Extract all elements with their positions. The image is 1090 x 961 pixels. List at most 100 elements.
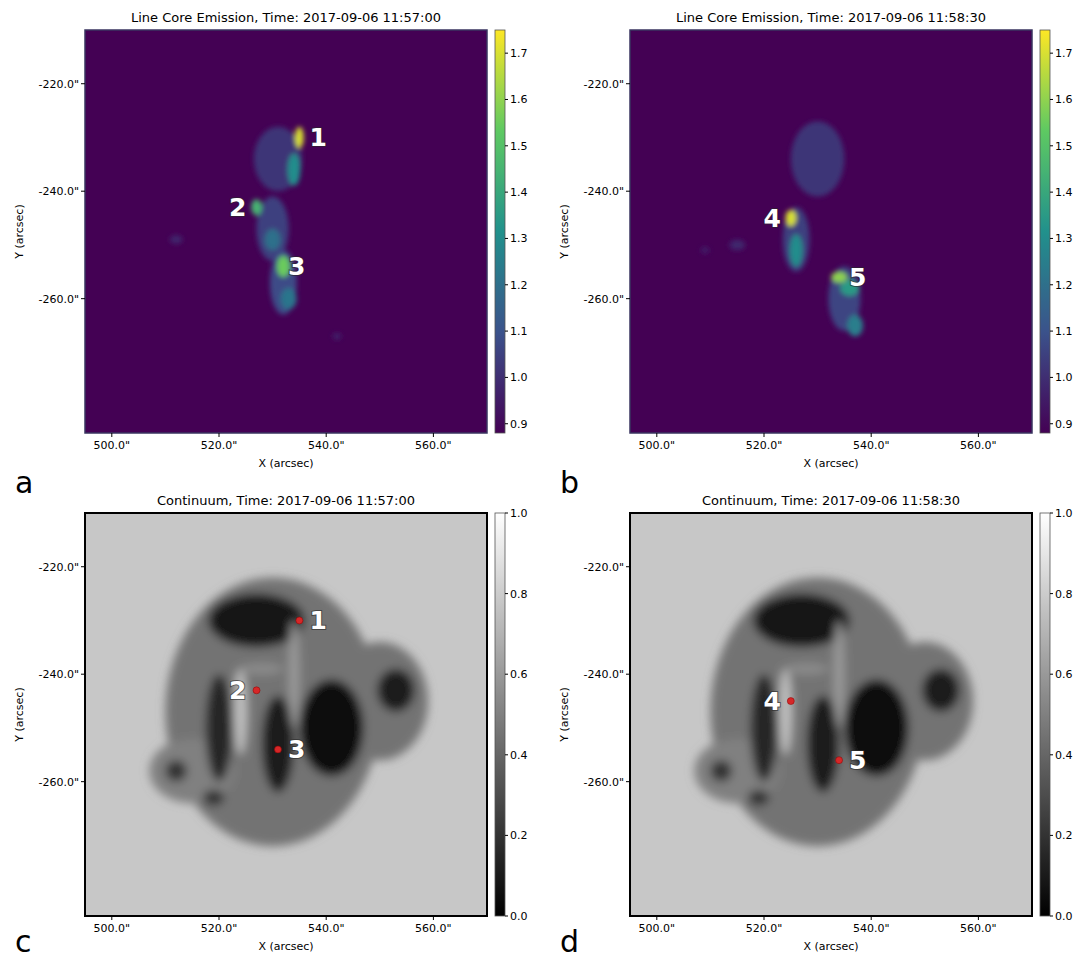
- y-tick: [626, 298, 630, 299]
- image-feature: [748, 790, 769, 806]
- plot-frame: [85, 30, 487, 433]
- point-label: 1: [309, 123, 326, 152]
- colorbar-tick: [1050, 674, 1053, 675]
- image-feature: [791, 121, 845, 196]
- colorbar-tick-label: 1.1: [1055, 325, 1073, 338]
- x-tick: [764, 433, 765, 437]
- y-tick: [626, 191, 630, 192]
- x-tick: [656, 916, 657, 920]
- colorbar-tick: [1050, 423, 1053, 424]
- colorbar-tick: [505, 331, 508, 332]
- y-tick: [626, 781, 630, 782]
- image-feature: [170, 235, 183, 244]
- x-tick-label: 560.0": [415, 439, 452, 452]
- colorbar-tick: [505, 754, 508, 755]
- colorbar-tick-label: 1.2: [1055, 279, 1073, 292]
- x-tick: [111, 433, 112, 437]
- x-tick-label: 520.0": [201, 922, 238, 935]
- colorbar-tick-label: 1.5: [510, 140, 528, 153]
- colorbar-tick-label: 1.3: [1055, 232, 1073, 245]
- plot-frame: [85, 513, 487, 916]
- y-axis-title: Y (arcsec): [13, 687, 26, 742]
- colorbar-tick: [505, 377, 508, 378]
- colorbar-tick-label: 0.8: [510, 588, 528, 601]
- colorbar-tick: [505, 284, 508, 285]
- image: [149, 577, 428, 846]
- image-feature: [299, 680, 363, 777]
- y-tick-label: -240.0": [583, 185, 624, 198]
- image-feature: [847, 315, 863, 336]
- image-feature: [729, 240, 745, 251]
- x-tick: [326, 916, 327, 920]
- markers: [253, 617, 303, 753]
- image-feature: [779, 669, 792, 755]
- x-tick: [764, 916, 765, 920]
- panel-title: Continuum, Time: 2017-09-06 11:57:00: [157, 493, 415, 508]
- image-feature: [807, 696, 839, 793]
- plot-area: [630, 30, 1032, 433]
- x-tick: [219, 433, 220, 437]
- image-feature: [265, 229, 281, 250]
- colorbar-tick: [505, 674, 508, 675]
- colorbar-tick-label: 1.1: [510, 325, 528, 338]
- x-axis-title: X (arcsec): [258, 457, 313, 470]
- x-tick-label: 560.0": [960, 922, 997, 935]
- x-tick-label: 500.0": [639, 439, 676, 452]
- colorbar-tick-label: 1.3: [510, 232, 528, 245]
- y-tick-label: -220.0": [38, 78, 79, 91]
- plot-area: [85, 513, 487, 916]
- x-tick-label: 560.0": [960, 439, 997, 452]
- image-feature: [785, 210, 796, 226]
- image-feature: [785, 663, 828, 674]
- point-marker: [274, 746, 281, 753]
- colorbar-tick-label: 1.7: [510, 47, 528, 60]
- x-tick: [433, 433, 434, 437]
- y-tick-label: -240.0": [583, 668, 624, 681]
- y-tick: [81, 83, 85, 84]
- panel-title: Line Core Emission, Time: 2017-09-06 11:…: [131, 10, 441, 25]
- colorbar-tick: [505, 513, 508, 514]
- image-feature: [165, 577, 379, 846]
- colorbar-tick-label: 0.4: [1055, 749, 1073, 762]
- x-tick-label: 520.0": [746, 439, 783, 452]
- colorbar: [1040, 30, 1050, 433]
- x-tick-label: 540.0": [308, 439, 345, 452]
- x-tick-label: 500.0": [94, 439, 131, 452]
- colorbar-tick: [505, 593, 508, 594]
- panel-letter: a: [15, 465, 33, 500]
- panel-title: Line Core Emission, Time: 2017-09-06 11:…: [676, 10, 986, 25]
- x-tick: [871, 916, 872, 920]
- point-label: 3: [288, 735, 305, 764]
- image-feature: [254, 127, 302, 191]
- image: [701, 121, 863, 336]
- colorbar-tick-label: 1.4: [1055, 186, 1073, 199]
- image-feature: [710, 577, 924, 846]
- y-tick: [81, 781, 85, 782]
- y-axis-title: Y (arcsec): [558, 204, 571, 259]
- point-label: 1: [309, 606, 326, 635]
- colorbar-tick: [1050, 145, 1053, 146]
- image-feature: [251, 199, 262, 215]
- figure: 500.0" 520.0" 540.0" 560.0" -220.0" -240.0" -2…: [0, 0, 1090, 961]
- y-tick-label: -240.0": [38, 185, 79, 198]
- image-feature: [790, 234, 803, 266]
- y-tick-label: -220.0": [583, 561, 624, 574]
- point-label: 3: [288, 252, 305, 281]
- colorbar-tick: [505, 192, 508, 193]
- x-tick: [978, 916, 979, 920]
- y-tick-label: -260.0": [38, 293, 79, 306]
- y-tick: [626, 83, 630, 84]
- x-tick-label: 500.0": [94, 922, 131, 935]
- point-label: 2: [229, 676, 246, 705]
- panel: 500.0"520.0"540.0"560.0"-220.0"-240.0"-2…: [13, 10, 528, 500]
- colorbar-tick: [505, 145, 508, 146]
- image-background: [630, 30, 1032, 433]
- colorbar-tick-label: 0.2: [1055, 829, 1073, 842]
- y-tick: [81, 566, 85, 567]
- colorbar-tick-label: 0.6: [510, 668, 528, 681]
- x-tick-label: 540.0": [853, 922, 890, 935]
- image-feature: [783, 207, 810, 271]
- colorbar-tick: [1050, 513, 1053, 514]
- colorbar-tick-label: 1.6: [1055, 93, 1073, 106]
- panel-letter: d: [560, 924, 579, 959]
